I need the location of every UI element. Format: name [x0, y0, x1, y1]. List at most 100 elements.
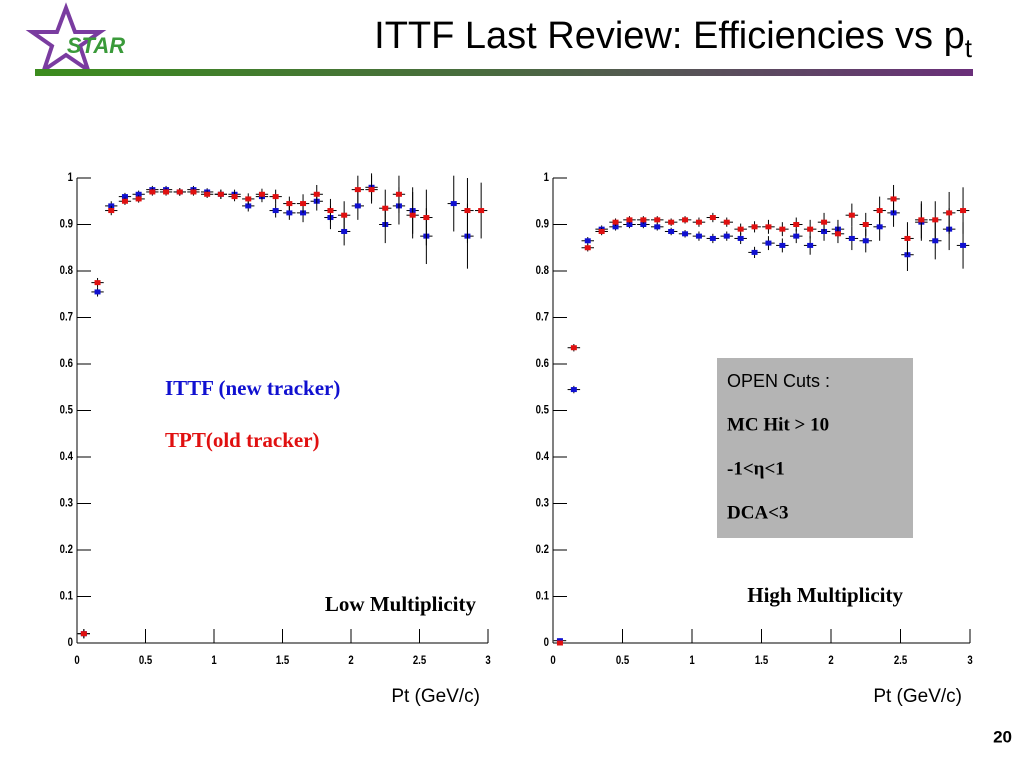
y-tick-label: 0: [68, 636, 73, 649]
marker: [765, 224, 772, 230]
x-tick-label: 3: [967, 654, 972, 667]
marker: [190, 189, 197, 195]
marker: [354, 203, 361, 209]
marker: [779, 226, 786, 232]
x-tick-label: 2.5: [413, 654, 426, 667]
x-tick-label: 0: [74, 654, 79, 667]
y-tick-label: 0.6: [60, 357, 73, 370]
marker: [862, 238, 869, 244]
marker: [876, 224, 883, 230]
marker: [94, 280, 101, 286]
y-tick-label: 1: [544, 171, 549, 184]
marker: [932, 217, 939, 223]
marker: [807, 226, 814, 232]
marker: [737, 235, 744, 241]
x-tick-label: 0: [550, 654, 555, 667]
marker: [121, 194, 128, 200]
marker: [612, 219, 619, 225]
y-tick-label: 0.5: [536, 404, 549, 417]
marker: [654, 224, 661, 230]
marker: [584, 245, 591, 251]
marker: [695, 219, 702, 225]
marker: [821, 219, 828, 225]
y-tick-label: 0.1: [60, 590, 73, 603]
marker: [570, 387, 577, 393]
marker: [464, 208, 471, 214]
y-tick-label: 0.9: [536, 218, 549, 231]
page-number: 20: [993, 727, 1012, 746]
marker: [946, 210, 953, 216]
marker: [709, 215, 716, 221]
legend-entry: ITTF (new tracker): [165, 376, 340, 400]
marker: [423, 215, 430, 221]
marker: [612, 224, 619, 230]
marker: [862, 222, 869, 227]
x-tick-label: 1.5: [276, 654, 289, 667]
marker: [682, 217, 689, 223]
y-tick-label: 0.2: [60, 543, 73, 556]
marker: [626, 222, 633, 227]
marker: [149, 189, 156, 195]
marker: [409, 212, 416, 218]
cuts-box: [717, 358, 913, 538]
y-tick-label: 0.2: [536, 543, 549, 556]
y-tick-label: 0.8: [536, 264, 549, 277]
marker: [709, 235, 716, 241]
marker: [163, 189, 170, 195]
marker: [368, 187, 375, 193]
y-tick-label: 0.7: [60, 311, 73, 324]
marker: [695, 233, 702, 239]
marker: [723, 233, 730, 239]
x-tick-label: 2: [348, 654, 353, 667]
marker: [807, 242, 814, 248]
marker: [258, 191, 265, 197]
marker: [450, 201, 457, 207]
marker: [960, 242, 967, 248]
y-tick-label: 1: [68, 171, 73, 184]
marker: [918, 217, 925, 223]
legend-entry: TPT(old tracker): [165, 428, 320, 452]
x-tick-label: 1: [689, 654, 694, 667]
marker: [300, 201, 307, 207]
y-tick-label: 0.7: [536, 311, 549, 324]
x-tick-label: 1: [211, 654, 216, 667]
y-tick-label: 0.9: [60, 218, 73, 231]
marker: [876, 208, 883, 214]
marker: [395, 191, 402, 197]
marker: [354, 187, 361, 193]
marker: [654, 217, 661, 223]
marker: [904, 235, 911, 241]
logo-text: STAR: [67, 33, 125, 58]
x-tick-label: 3: [485, 654, 490, 667]
marker: [932, 238, 939, 244]
marker: [848, 212, 855, 218]
marker: [286, 210, 293, 216]
marker: [478, 208, 485, 214]
marker: [286, 201, 293, 207]
marker: [245, 203, 252, 209]
marker: [94, 289, 101, 295]
cut-text: MC Hit > 10: [727, 414, 829, 435]
x-axis-label: Pt (GeV/c): [391, 686, 480, 707]
marker: [640, 222, 647, 227]
y-tick-label: 0.4: [536, 450, 549, 463]
x-axis-label: Pt (GeV/c): [873, 686, 962, 707]
marker: [751, 224, 758, 230]
marker: [834, 231, 841, 237]
marker: [382, 205, 389, 211]
marker: [793, 222, 800, 227]
marker: [231, 194, 238, 200]
slide-title: ITTF Last Review: Efficiencies vs pt: [374, 15, 973, 63]
x-tick-label: 1.5: [755, 654, 768, 667]
marker: [668, 219, 675, 225]
marker: [584, 238, 591, 244]
marker: [848, 235, 855, 241]
marker: [135, 191, 142, 197]
annotation: Low Multiplicity: [325, 592, 477, 616]
marker: [682, 231, 689, 237]
marker: [108, 208, 115, 214]
marker: [245, 196, 252, 202]
marker: [556, 640, 563, 646]
marker: [751, 249, 758, 255]
